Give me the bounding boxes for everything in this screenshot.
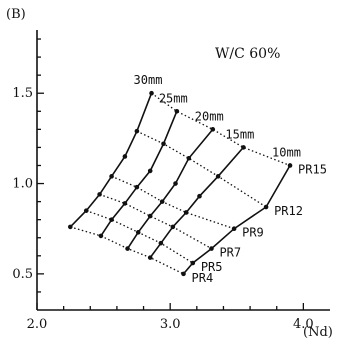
chart-annotation: W/C 60% (215, 46, 280, 62)
pr-series-label: PR5 (201, 260, 223, 274)
pr-series-label: PR12 (274, 204, 303, 218)
data-point (83, 208, 89, 213)
data-point (98, 233, 104, 239)
data-point (125, 246, 130, 251)
data-point (158, 240, 164, 246)
data-point (287, 163, 293, 168)
data-point (134, 184, 140, 190)
pr-series-label: PR7 (219, 246, 241, 260)
data-point (149, 90, 154, 96)
thickness-series-label: 10mm (272, 145, 301, 159)
data-point (147, 168, 153, 174)
x-tick-label: 2.0 (27, 317, 48, 332)
pr-series-label: PR4 (192, 271, 214, 285)
data-point (147, 255, 153, 260)
data-point (263, 204, 269, 210)
data-point (170, 224, 176, 230)
data-point (147, 213, 153, 219)
data-point (231, 226, 237, 232)
data-point (215, 174, 221, 179)
thickness-series-label: 25mm (159, 91, 188, 105)
data-point (197, 193, 202, 199)
pr-series-line (111, 175, 235, 230)
panel-label: (B) (6, 7, 26, 22)
thickness-series-label: 30mm (134, 73, 163, 87)
data-point (183, 210, 189, 215)
data-point (181, 271, 186, 277)
data-point (190, 260, 196, 266)
pr-series-line (151, 92, 291, 167)
x-axis-label: (Nd) (303, 325, 333, 340)
pr-series-label: PR15 (298, 162, 327, 176)
data-point (122, 201, 128, 206)
data-point (241, 145, 246, 150)
data-point (109, 217, 114, 222)
thickness-series-label: 15mm (225, 127, 254, 141)
y-tick-label: 0.5 (12, 267, 33, 282)
x-tick-label: 3.0 (160, 317, 181, 332)
data-point (122, 154, 128, 159)
pr-series-label: PR9 (242, 226, 264, 240)
data-point (134, 128, 140, 134)
data-point (174, 108, 180, 114)
thickness-series-line (69, 92, 153, 228)
data-point (210, 127, 216, 132)
data-point (161, 141, 166, 147)
data-point (173, 181, 178, 186)
data-point (186, 155, 192, 161)
y-tick-label: 1.0 (12, 177, 33, 192)
thickness-series-line (182, 165, 291, 275)
data-point (209, 246, 214, 251)
x-tick-label: 4.0 (293, 317, 314, 332)
data-point (159, 199, 165, 204)
y-tick-label: 1.5 (12, 86, 33, 101)
data-point (67, 224, 73, 230)
data-point (109, 174, 114, 179)
thickness-series-label: 20mm (195, 109, 224, 123)
data-point (97, 192, 102, 197)
axes: 0.5 1.0 1.5 2.0 3.0 4.0 (12, 30, 330, 332)
data-point (135, 230, 141, 235)
